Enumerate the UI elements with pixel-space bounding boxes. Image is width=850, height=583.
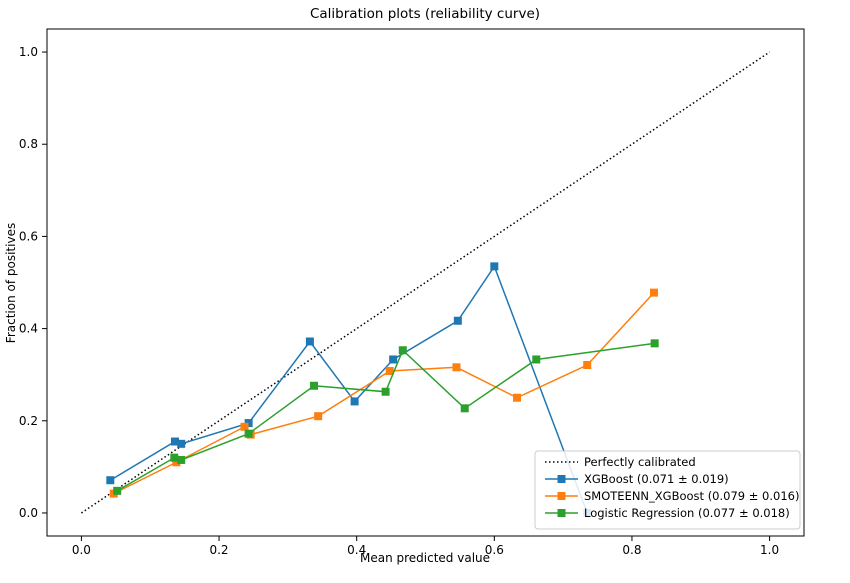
x-axis-label: Mean predicted value [360,551,490,565]
chart-title: Calibration plots (reliability curve) [310,6,540,22]
legend: Perfectly calibrated XGBoost (0.071 ± 0.… [534,450,801,530]
x-tick-label: 0.6 [485,543,504,557]
legend-box [534,450,801,530]
series-marker [310,381,319,390]
series-marker [314,412,323,421]
y-axis-label: Fraction of positives [4,223,18,343]
legend-label-series-2: Logistic Regression (0.077 ± 0.018) [584,506,790,520]
y-axis-ticks: 0.0 0.2 0.4 0.6 0.8 1.0 [19,45,47,520]
legend-series-marker [557,509,566,517]
series-marker [244,419,253,428]
legend-label-series-0: XGBoost (0.071 ± 0.019) [584,472,729,486]
series-0 [106,262,592,517]
plot-area [46,28,805,537]
series-marker [583,361,592,370]
series-marker [305,337,314,346]
legend-series-marker [557,492,566,500]
x-tick-label: 0.4 [347,543,366,557]
series-marker [490,262,499,271]
series-marker [389,355,398,364]
series-marker [385,366,394,375]
legend-series-marker [557,475,566,483]
series-line [113,292,655,495]
series-marker [113,486,122,495]
y-tick-label: 0.4 [19,322,38,336]
series-marker [170,453,179,462]
legend-label-series-1: SMOTEENN_XGBoost (0.079 ± 0.016) [584,489,799,503]
series-marker [532,355,541,364]
y-tick-label: 0.2 [19,414,38,428]
legend-label-reference: Perfectly calibrated [584,455,696,469]
series-marker [106,476,115,485]
series-marker [398,346,407,355]
series-marker [513,393,522,402]
series-2 [113,339,659,495]
x-axis-ticks: 0.0 0.2 0.4 0.6 0.8 1.0 [72,536,779,557]
series-marker [460,404,469,413]
series-marker [177,455,186,464]
series-marker [177,439,186,448]
series-marker [350,397,359,406]
series-marker [649,288,658,297]
series-marker [453,316,462,325]
y-tick-label: 1.0 [19,45,38,59]
series-marker [171,437,180,446]
series-marker [172,458,181,467]
series-marker [452,363,461,372]
y-tick-label: 0.6 [19,229,38,243]
x-tick-label: 0.2 [209,543,228,557]
x-tick-label: 1.0 [760,543,779,557]
x-tick-label: 0.8 [622,543,641,557]
series-line [109,264,588,514]
y-tick-label: 0.0 [19,506,38,520]
series-marker [240,422,249,431]
series-marker [381,387,390,396]
plot-content [80,51,771,517]
series-marker [244,429,253,438]
series-marker [650,339,659,348]
x-tick-label: 0.0 [72,543,91,557]
y-tick-label: 0.8 [19,137,38,151]
